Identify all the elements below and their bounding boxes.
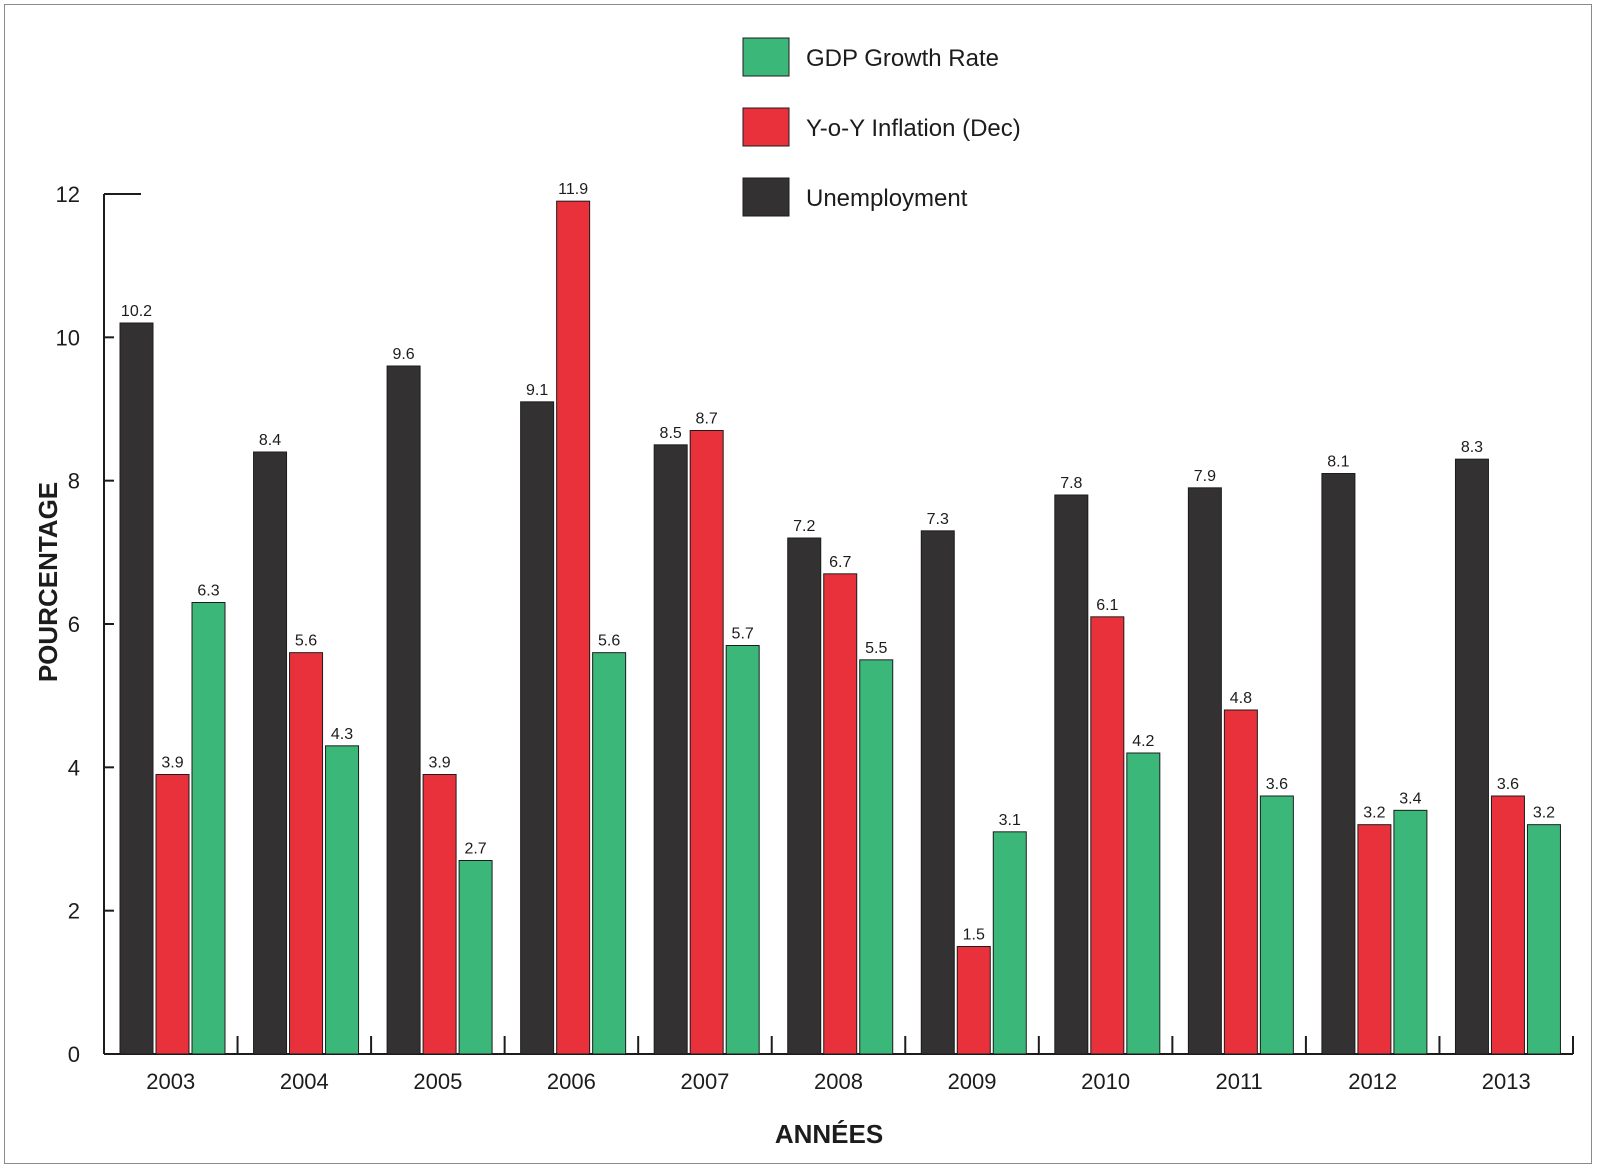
legend-label: GDP Growth Rate [806,45,999,72]
bar [557,201,590,1054]
data-label: 7.3 [927,511,949,528]
legend-swatch [743,108,789,146]
data-label: 3.9 [161,755,183,772]
bar [1260,796,1293,1054]
y-tick-label: 2 [68,899,80,924]
x-tick-label: 2004 [280,1069,329,1094]
data-label: 6.7 [829,554,851,571]
bar [993,832,1026,1054]
legend-swatch [743,178,789,216]
x-tick-label: 2013 [1482,1069,1531,1094]
bar [957,947,990,1055]
bar [654,445,687,1054]
data-label: 3.2 [1363,805,1385,822]
data-label: 5.6 [598,633,620,650]
y-tick-label: 8 [68,469,80,494]
y-tick-label: 6 [68,612,80,637]
data-label: 3.6 [1266,776,1288,793]
x-tick-label: 2009 [948,1069,997,1094]
data-label: 4.2 [1132,733,1154,750]
bars [120,201,1560,1054]
data-label: 7.2 [793,518,815,535]
bar [860,660,893,1054]
legend-swatch [743,38,789,76]
bar [824,574,857,1054]
x-tick-label: 2011 [1215,1069,1262,1094]
data-label: 3.6 [1497,776,1519,793]
data-label: 2.7 [464,841,486,858]
x-tick-label: 2010 [1081,1069,1130,1094]
data-label: 3.1 [999,812,1021,829]
legend: GDP Growth Rate Y-o-Y Inflation (Dec) Unem… [743,38,1021,216]
grouped-bar-chart: 0 2 4 6 8 10 12 2003 2004 2005 2006 2007 2008 2009 20… [0,0,1600,1171]
data-label: 3.4 [1399,790,1421,807]
data-label: 3.9 [428,755,450,772]
data-label: 5.5 [865,640,887,657]
bar [921,531,954,1054]
data-label: 10.2 [121,303,152,320]
bar [1394,810,1427,1054]
data-label: 7.8 [1060,475,1082,492]
data-label: 11.9 [558,181,588,198]
bar [521,402,554,1054]
bar [120,323,153,1054]
bar [1091,617,1124,1054]
data-label: 5.7 [732,626,754,643]
data-label: 9.6 [392,346,414,363]
data-label: 8.3 [1461,439,1483,456]
x-tick-label: 2007 [680,1069,729,1094]
y-tick-label: 4 [68,755,80,780]
x-tick-label: 2003 [146,1069,195,1094]
data-label: 5.6 [295,633,317,650]
y-tick-label: 12 [56,182,80,207]
x-tick-label: 2005 [413,1069,462,1094]
bar [1224,710,1257,1054]
bar [1188,488,1221,1054]
data-label: 7.9 [1194,468,1216,485]
bar [1322,474,1355,1055]
data-label: 4.8 [1230,690,1252,707]
bar [1055,495,1088,1054]
x-tick-label: 2006 [547,1069,596,1094]
bar [1127,753,1160,1054]
legend-label: Unemployment [806,185,968,212]
bar [387,366,420,1054]
bar [290,653,323,1054]
data-label: 8.7 [696,411,718,428]
bar [423,775,456,1055]
bar [326,746,359,1054]
bar [459,861,492,1055]
x-tick-label: 2012 [1348,1069,1397,1094]
data-label: 4.3 [331,726,353,743]
bar [726,646,759,1055]
bar [192,603,225,1055]
data-label: 9.1 [526,382,548,399]
y-tick-label: 0 [68,1042,80,1067]
y-tick-label: 10 [56,325,80,350]
legend-label: Y-o-Y Inflation (Dec) [806,115,1021,142]
bar [788,538,821,1054]
bar [1455,459,1488,1054]
bar [1491,796,1524,1054]
x-axis-title: ANNÉES [775,1119,883,1149]
data-label: 1.5 [963,927,985,944]
data-label: 8.4 [259,432,281,449]
bar [156,775,189,1055]
bar [690,431,723,1055]
bar [1358,825,1391,1054]
bar [254,452,287,1054]
data-label: 6.1 [1096,597,1118,614]
data-label: 8.1 [1327,454,1349,471]
data-label: 6.3 [197,583,219,600]
bar [1527,825,1560,1054]
x-tick-label: 2008 [814,1069,863,1094]
data-label: 3.2 [1533,805,1555,822]
data-label: 8.5 [660,425,682,442]
y-axis-title: POURCENTAGE [33,482,63,682]
bar [593,653,626,1054]
